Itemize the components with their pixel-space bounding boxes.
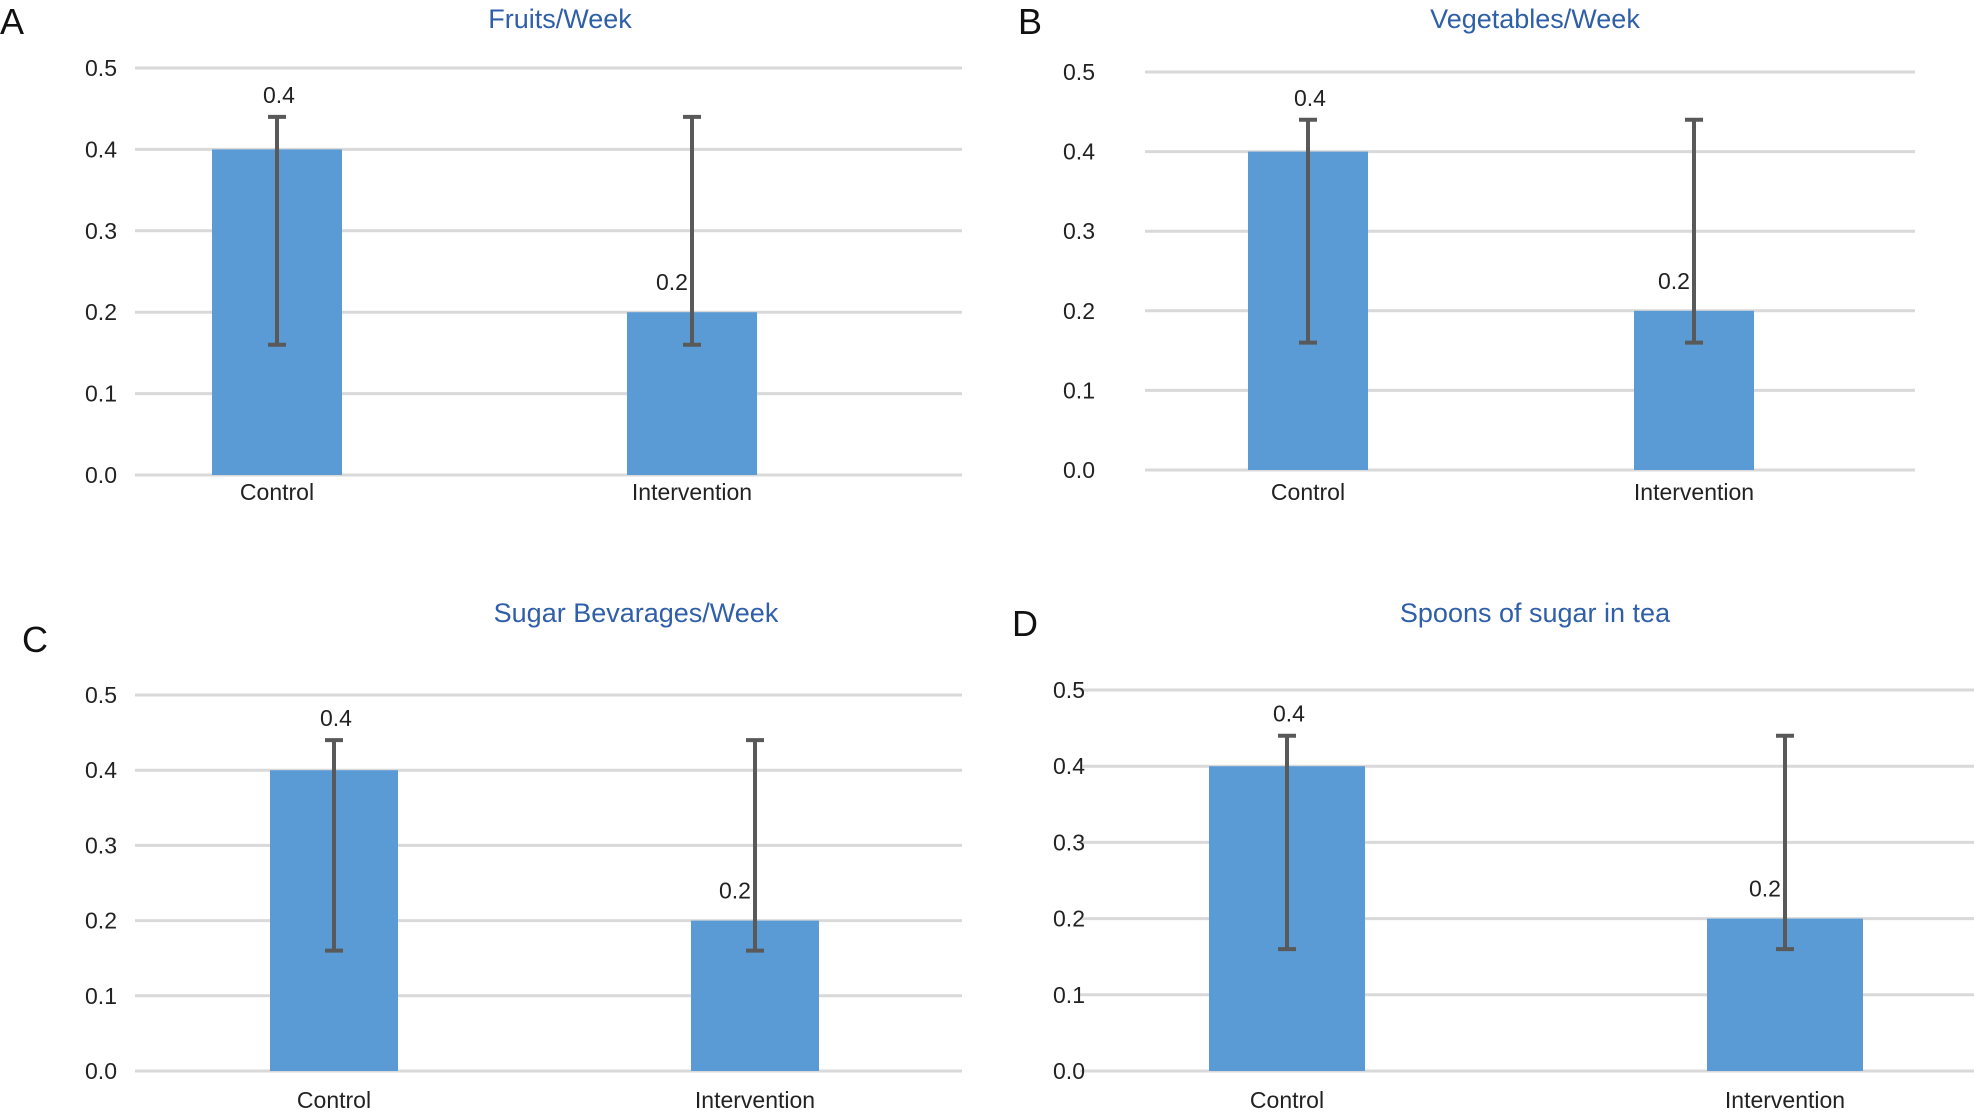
- y-tick-label: 0.5: [85, 682, 117, 708]
- chart-title: Sugar Bevarages/Week: [494, 598, 779, 628]
- category-label: Intervention: [632, 479, 752, 505]
- y-tick-label: 0.4: [85, 757, 117, 783]
- y-tick-label: 0.0: [85, 1058, 117, 1084]
- data-label: 0.2: [1749, 876, 1781, 902]
- y-tick-label: 0.3: [1053, 829, 1085, 855]
- y-tick-label: 0.4: [1053, 753, 1085, 779]
- data-label: 0.4: [1294, 85, 1326, 111]
- panel-label: D: [1012, 603, 1038, 644]
- y-tick-label: 0.4: [1063, 139, 1095, 165]
- category-label: Control: [1271, 479, 1345, 505]
- chart-panel-d: D Spoons of sugar in tea 0.0 0.1 0.2 0.3 0.4 0.…: [1012, 598, 1974, 1113]
- category-label: Intervention: [1634, 479, 1754, 505]
- category-label: Intervention: [695, 1087, 815, 1113]
- y-tick-label: 0.2: [85, 299, 117, 325]
- chart-title: Fruits/Week: [488, 4, 632, 34]
- category-label: Control: [1250, 1087, 1324, 1113]
- chart-panel-a: A Fruits/Week 0.0 0.1 0.2 0.3 0.4 0.5 0.4 Control…: [0, 1, 962, 505]
- y-tick-label: 0.3: [85, 218, 117, 244]
- category-label: Control: [297, 1087, 371, 1113]
- panel-label: B: [1018, 1, 1042, 42]
- data-label: 0.4: [320, 705, 352, 731]
- y-tick-label: 0.1: [85, 983, 117, 1009]
- y-tick-label: 0.2: [1053, 906, 1085, 932]
- panel-label: A: [0, 1, 24, 42]
- y-tick-label: 0.5: [85, 55, 117, 81]
- y-tick-label: 0.2: [85, 908, 117, 934]
- y-tick-label: 0.5: [1053, 677, 1085, 703]
- category-label: Intervention: [1725, 1087, 1845, 1113]
- data-label: 0.4: [1273, 701, 1305, 727]
- data-label: 0.2: [656, 269, 688, 295]
- y-tick-label: 0.0: [1053, 1058, 1085, 1084]
- y-tick-label: 0.1: [1063, 377, 1095, 403]
- y-tick-label: 0.3: [1063, 218, 1095, 244]
- y-tick-label: 0.3: [85, 832, 117, 858]
- chart-title: Vegetables/Week: [1430, 4, 1640, 34]
- data-label: 0.2: [719, 878, 751, 904]
- data-label: 0.4: [263, 82, 295, 108]
- data-label: 0.2: [1658, 268, 1690, 294]
- panel-label: C: [22, 619, 48, 660]
- chart-panel-b: B Vegetables/Week 0.0 0.1 0.2 0.3 0.4 0.5 0.4 Con…: [1018, 1, 1915, 505]
- y-tick-label: 0.1: [85, 381, 117, 407]
- chart-title: Spoons of sugar in tea: [1400, 598, 1671, 628]
- y-tick-label: 0.0: [1063, 457, 1095, 483]
- y-tick-label: 0.1: [1053, 982, 1085, 1008]
- y-tick-label: 0.2: [1063, 298, 1095, 324]
- y-tick-label: 0.4: [85, 136, 117, 162]
- y-tick-label: 0.5: [1063, 59, 1095, 85]
- chart-panel-c: C Sugar Bevarages/Week 0.0 0.1 0.2 0.3 0.4 0.5 0…: [22, 598, 962, 1113]
- category-label: Control: [240, 479, 314, 505]
- y-tick-label: 0.0: [85, 462, 117, 488]
